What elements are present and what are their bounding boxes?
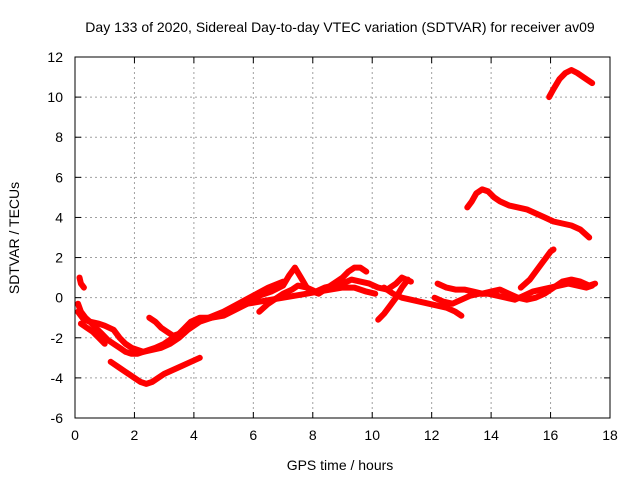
x-tick-label: 0 [71,427,79,443]
x-tick-label: 2 [131,427,139,443]
x-tick-label: 18 [602,427,618,443]
y-tick-label: -2 [51,330,64,346]
axis-ticks: 0 2 4 6 8 10 12 14 16 18 -6 -4 -2 0 2 4 6 8 10 12 [47,49,618,443]
y-tick-label: -4 [51,370,64,386]
y-tick-label: 12 [47,49,63,65]
x-axis-title: GPS time / hours [287,457,394,473]
series-line-arc-5 [107,354,203,387]
x-tick-label: 8 [309,427,317,443]
series-line-arc-12 [517,246,557,291]
series-line-arc-13 [464,186,593,241]
plot-frame [74,56,611,419]
series-line-arc-9 [381,284,465,319]
series-line-arc-8 [375,276,411,323]
y-tick-label: 10 [47,89,63,105]
series-line-arc-4 [76,274,87,291]
series-line-arc-2 [75,278,287,357]
x-tick-label: 6 [249,427,257,443]
y-tick-label: -6 [51,410,64,426]
y-tick-label: 0 [55,290,63,306]
y-tick-label: 8 [55,129,63,145]
series-line-arc-14 [546,67,596,101]
series-line-arc-11 [434,276,599,303]
x-tick-label: 10 [364,427,380,443]
x-tick-label: 12 [424,427,440,443]
x-tick-label: 4 [190,427,198,443]
series-line-arc-3 [77,320,108,347]
series-group [75,67,599,387]
y-tick-label: 4 [55,209,63,225]
series-line-arc-10 [431,280,596,307]
grid-lines [75,57,610,418]
x-tick-label: 14 [483,427,499,443]
y-tick-label: 6 [55,169,63,185]
y-axis-title: SDTVAR / TECUs [6,182,22,294]
series-line-arc-6 [146,264,370,339]
y-tick-label: 2 [55,250,63,266]
x-tick-label: 16 [543,427,559,443]
chart-title: Day 133 of 2020, Sidereal Day-to-day VTE… [85,19,595,35]
